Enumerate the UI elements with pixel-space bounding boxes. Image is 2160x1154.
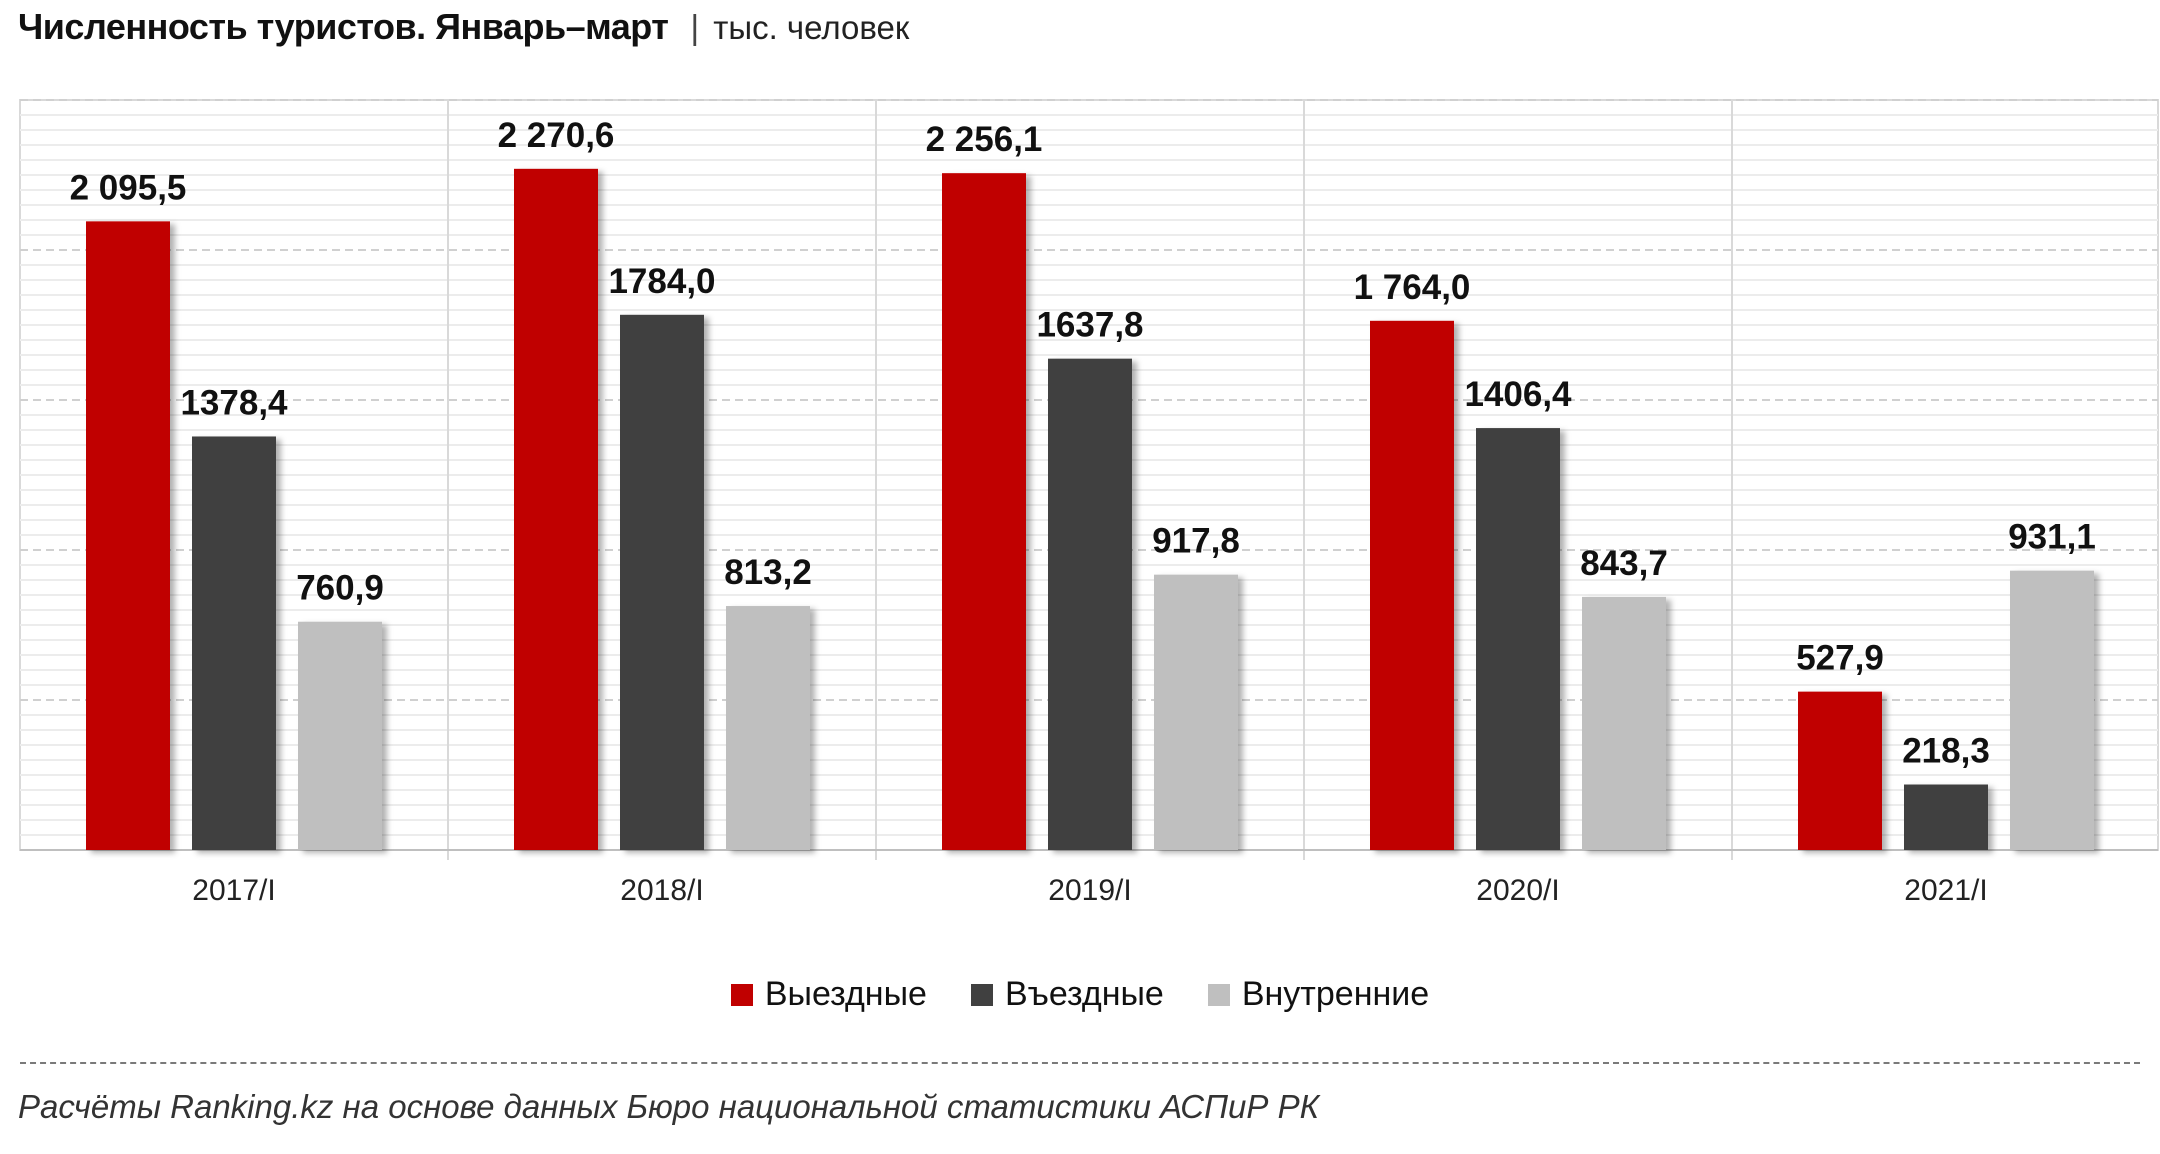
legend-item-outbound[interactable]: Выездные (730, 975, 927, 1014)
footer-divider (20, 1062, 2140, 1064)
data-label: 813,2 (724, 553, 812, 592)
title-separator: | (690, 9, 700, 47)
data-label: 1637,8 (1036, 306, 1143, 345)
data-label: 1784,0 (608, 262, 715, 301)
legend-swatch (730, 983, 753, 1006)
bar (942, 173, 1026, 851)
data-label: 843,7 (1580, 544, 1668, 583)
data-label: 1 764,0 (1354, 268, 1471, 307)
data-label: 218,3 (1902, 732, 1990, 771)
bar (1370, 320, 1454, 850)
bar (1154, 574, 1238, 850)
bar (620, 314, 704, 850)
bar (2010, 570, 2094, 850)
bar (1476, 428, 1560, 850)
unit-label: тыс. человек (713, 9, 910, 46)
data-label: 931,1 (2008, 518, 2096, 557)
x-tick-label: 2018/I (620, 874, 703, 907)
data-label: 917,8 (1152, 522, 1240, 561)
x-tick-label: 2020/I (1476, 874, 1559, 907)
legend: Выездные Въездные Внутренние (0, 975, 2160, 1014)
legend-swatch (970, 983, 993, 1006)
data-label: 760,9 (296, 569, 384, 608)
legend-label: Выездные (764, 975, 927, 1013)
bar (192, 436, 276, 850)
source-note: Расчёты Ranking.kz на основе данных Бюро… (18, 1088, 1320, 1125)
legend-swatch (1207, 983, 1230, 1006)
bar (86, 221, 170, 851)
legend-label: Въездные (1004, 975, 1164, 1013)
data-label: 1378,4 (180, 383, 288, 422)
data-label: 2 256,1 (926, 120, 1043, 159)
bar (1904, 784, 1988, 850)
data-label: 2 270,6 (498, 116, 615, 155)
data-label: 2 095,5 (70, 168, 187, 207)
data-label: 527,9 (1796, 639, 1884, 678)
bar (1048, 358, 1132, 850)
bar-chart: 2 095,5 1378,4 760,9 2017/I 2 270,6 1784,0 813… (19, 99, 2159, 907)
bar (726, 606, 810, 850)
x-tick-label: 2019/I (1048, 874, 1131, 907)
bar (1582, 596, 1666, 850)
x-tick-label: 2017/I (192, 874, 275, 907)
data-label: 1406,4 (1464, 375, 1572, 414)
bar (1798, 691, 1882, 850)
bar (298, 621, 382, 850)
chart-header: Численность туристов. Январь–март | тыс.… (18, 6, 909, 54)
bar (514, 168, 598, 850)
legend-item-domestic[interactable]: Внутренние (1207, 975, 1430, 1014)
legend-item-inbound[interactable]: Въездные (970, 975, 1164, 1014)
legend-label: Внутренние (1241, 975, 1430, 1013)
x-tick-label: 2021/I (1904, 874, 1987, 907)
chart-title: Численность туристов. Январь–март (18, 6, 669, 47)
